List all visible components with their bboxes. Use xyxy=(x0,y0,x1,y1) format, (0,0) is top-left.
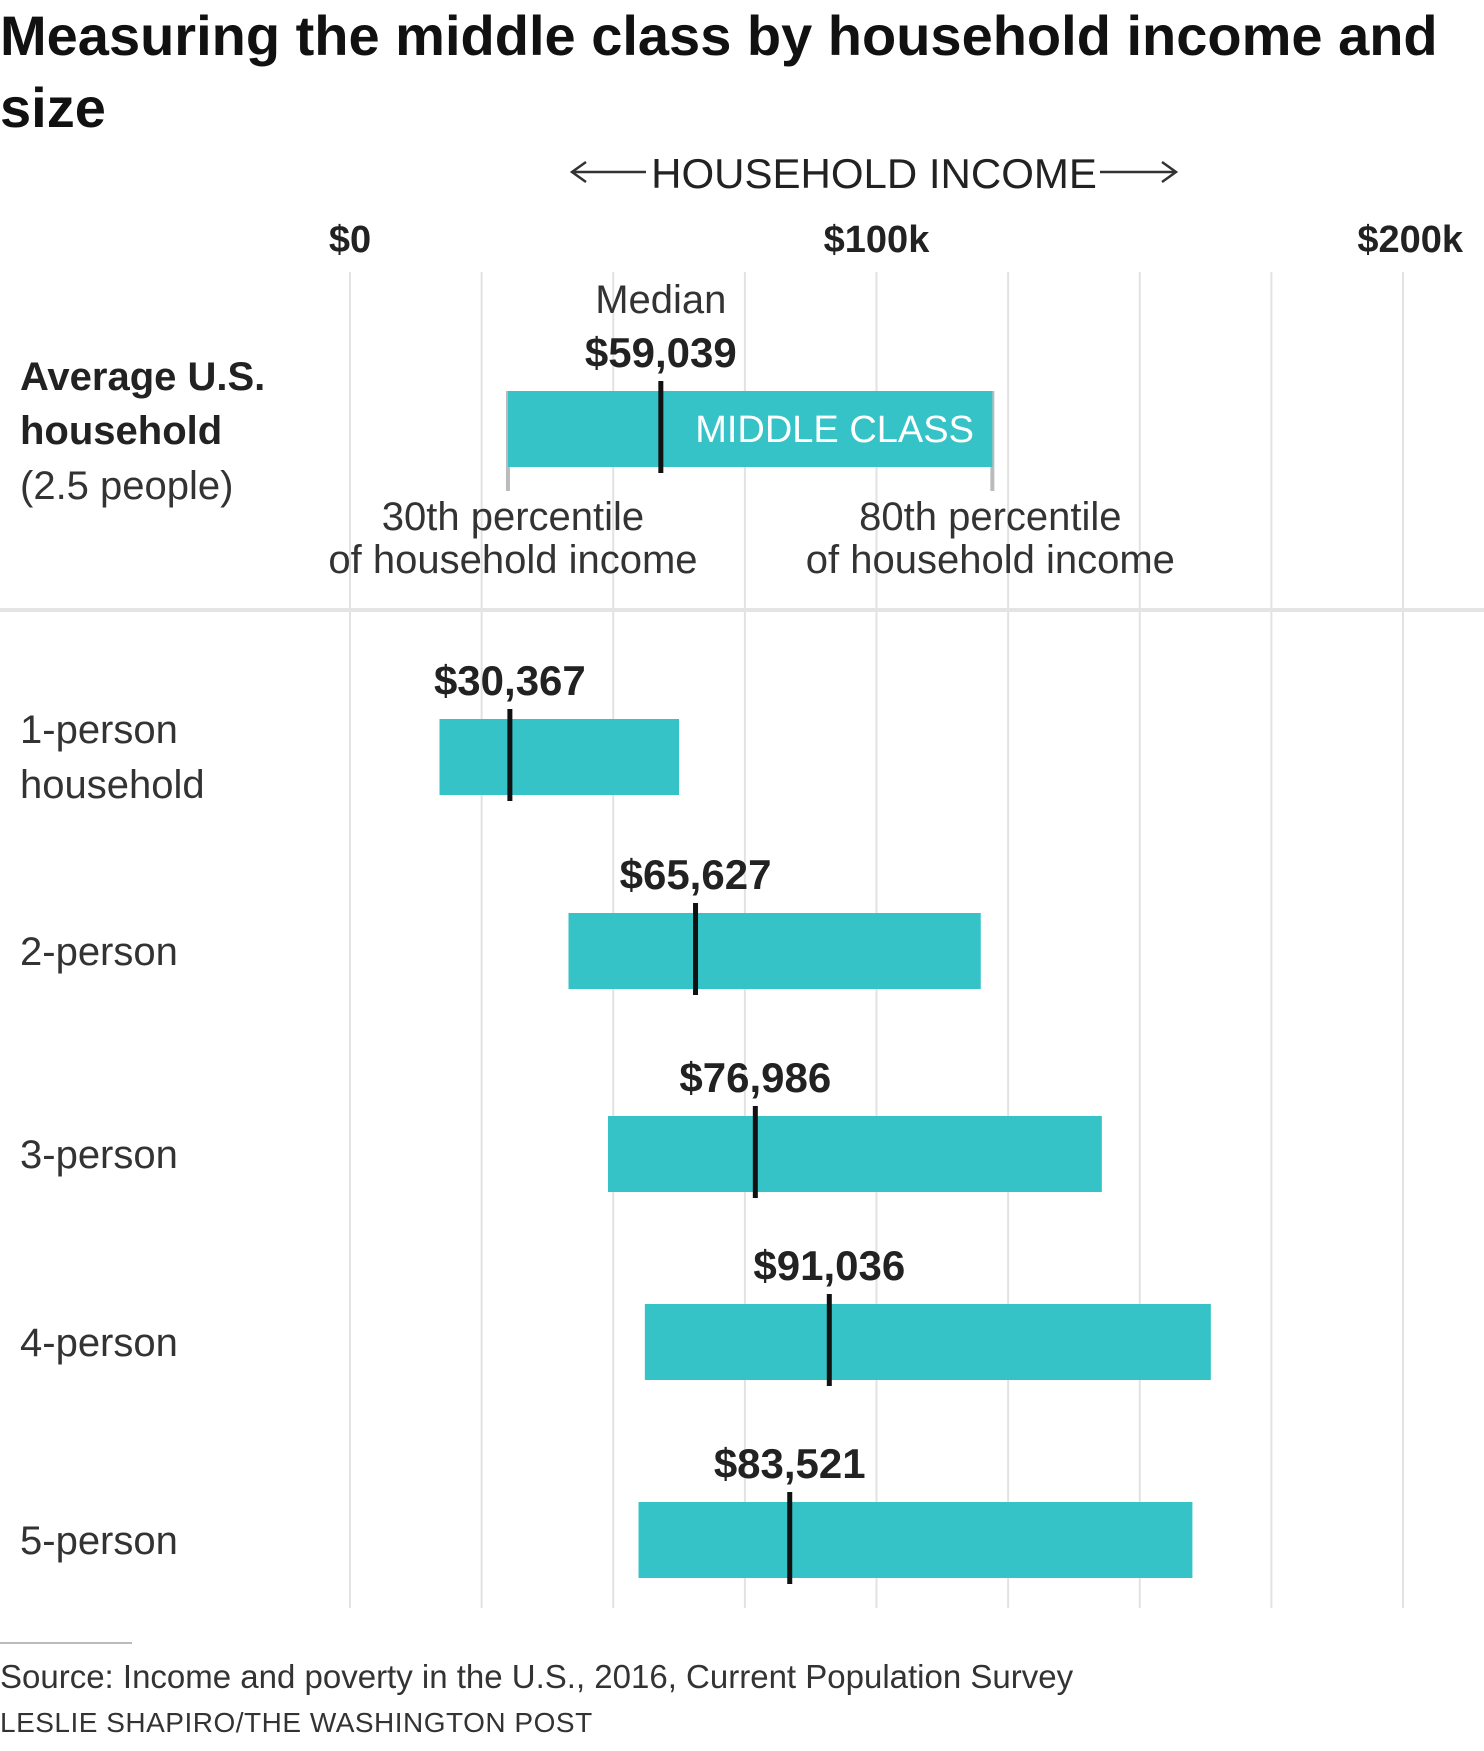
median-label: $83,521 xyxy=(714,1440,866,1487)
credit-line: LESLIE SHAPIRO/THE WASHINGTON POST xyxy=(0,1707,593,1738)
median-label: $30,367 xyxy=(434,657,586,704)
right-arrow-icon xyxy=(1161,160,1179,184)
source-note: Source: Income and poverty in the U.S., … xyxy=(0,1658,1074,1695)
row-label: Average U.S. xyxy=(20,355,265,399)
left-arrow-icon xyxy=(569,160,587,184)
chart-rows: Average U.S. household (2.5 people) $59,039… xyxy=(20,278,1211,1584)
axis-header-label: HOUSEHOLD INCOME xyxy=(651,150,1097,197)
chart-row: 4-person $91,036 xyxy=(20,1242,1211,1386)
row-label: 4-person xyxy=(20,1321,178,1365)
middle-class-band xyxy=(439,719,680,795)
footer-rule xyxy=(0,1642,132,1644)
chart-title: Measuring the middle class by household … xyxy=(0,4,1438,139)
chart-row: 3-person $76,986 xyxy=(20,1054,1102,1198)
tick-label: $0 xyxy=(329,219,371,261)
middle-class-band xyxy=(638,1502,1193,1578)
high-percentile-label: 80th percentile xyxy=(859,495,1121,539)
row-label: 5-person xyxy=(20,1519,178,1563)
chart-row: 1-person household $30,367 xyxy=(20,657,680,807)
median-label: $76,986 xyxy=(679,1054,831,1101)
median-caption: Median xyxy=(595,278,726,322)
chart-row: Average U.S. household (2.5 people) $59,039… xyxy=(20,278,1175,582)
middle-class-band xyxy=(607,1116,1102,1192)
median-label: $59,039 xyxy=(585,329,737,376)
row-label: 3-person xyxy=(20,1133,178,1177)
chart-row: 2-person $65,627 xyxy=(20,851,981,995)
high-percentile-label: of household income xyxy=(806,538,1175,582)
middle-class-band xyxy=(644,1304,1211,1380)
tick-label: $100k xyxy=(824,219,931,261)
axis-header: HOUSEHOLD INCOME xyxy=(569,150,1179,197)
band-label: MIDDLE CLASS xyxy=(695,409,974,451)
row-label: 2-person xyxy=(20,930,178,974)
median-label: $91,036 xyxy=(753,1242,905,1289)
row-label: household xyxy=(20,763,205,807)
x-axis-ticks: $0 $100k $200k xyxy=(329,219,1464,261)
row-label: household xyxy=(20,409,222,453)
row-sublabel: (2.5 people) xyxy=(20,464,233,508)
row-label: 1-person xyxy=(20,708,178,752)
range-chart: HOUSEHOLD INCOME $0 $100k $200k Average U.… xyxy=(0,150,1484,1608)
low-percentile-label: 30th percentile xyxy=(382,495,644,539)
low-percentile-label: of household income xyxy=(328,538,697,582)
middle-class-band xyxy=(568,913,981,989)
chart-row: 5-person $83,521 xyxy=(20,1440,1193,1584)
median-label: $65,627 xyxy=(620,851,772,898)
middle-class-band xyxy=(507,391,993,467)
tick-label: $200k xyxy=(1357,219,1464,261)
